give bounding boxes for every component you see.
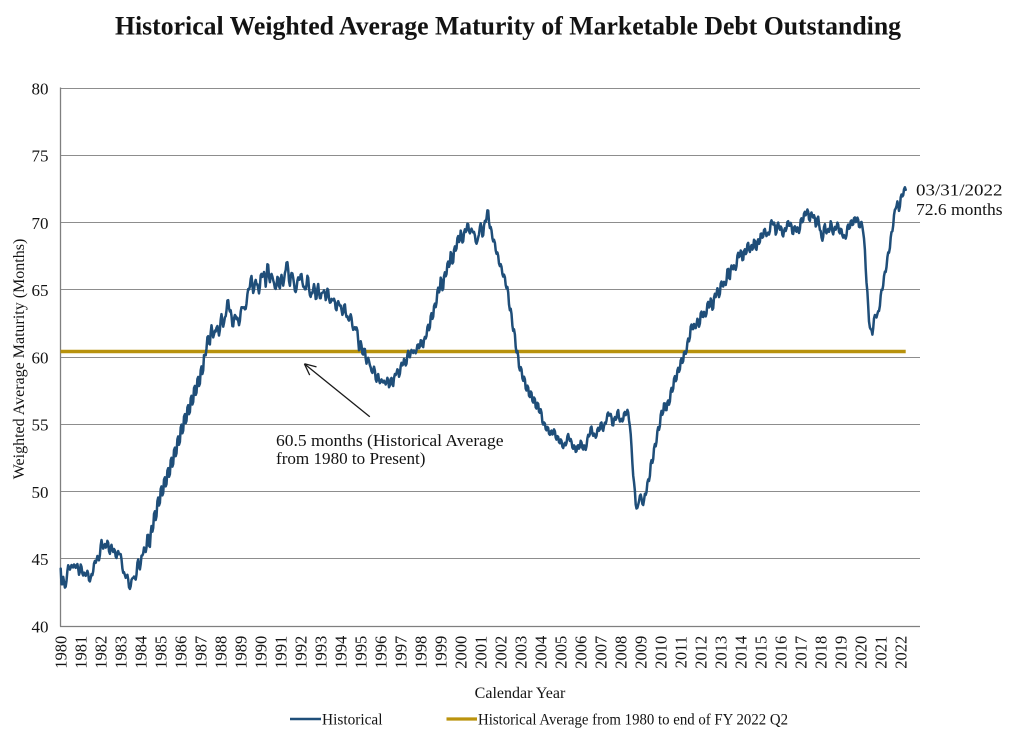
svg-text:2019: 2019: [831, 636, 850, 669]
svg-text:40: 40: [32, 617, 49, 636]
svg-text:2001: 2001: [471, 636, 490, 669]
svg-text:Historical Average from 1980 t: Historical Average from 1980 to end of F…: [478, 712, 788, 729]
svg-text:60.5 months (Historical Averag: 60.5 months (Historical Average: [276, 431, 504, 450]
svg-text:2008: 2008: [611, 636, 630, 669]
svg-text:2017: 2017: [791, 636, 810, 669]
svg-text:1989: 1989: [231, 636, 250, 669]
svg-text:1980: 1980: [51, 636, 70, 669]
svg-text:1999: 1999: [431, 636, 450, 669]
svg-text:2000: 2000: [451, 636, 470, 669]
svg-text:03/31/2022: 03/31/2022: [916, 181, 1003, 200]
svg-text:1994: 1994: [331, 636, 350, 669]
svg-text:1996: 1996: [371, 636, 390, 669]
svg-text:2002: 2002: [491, 636, 510, 669]
svg-text:2016: 2016: [771, 636, 790, 669]
svg-text:1984: 1984: [131, 636, 150, 669]
svg-text:2005: 2005: [551, 636, 570, 669]
svg-text:72.6 months: 72.6 months: [916, 200, 1003, 219]
svg-text:2009: 2009: [631, 636, 650, 669]
svg-text:2014: 2014: [731, 636, 750, 669]
svg-text:1990: 1990: [251, 636, 270, 669]
svg-text:Calendar Year: Calendar Year: [475, 685, 566, 702]
svg-text:65: 65: [32, 281, 49, 300]
svg-text:1998: 1998: [411, 636, 430, 669]
svg-text:Historical Weighted Average Ma: Historical Weighted Average Maturity of …: [115, 12, 901, 41]
svg-text:Historical: Historical: [322, 712, 383, 729]
svg-text:1997: 1997: [391, 636, 410, 669]
svg-text:1982: 1982: [91, 636, 110, 669]
svg-text:2006: 2006: [571, 636, 590, 669]
svg-text:1987: 1987: [191, 636, 210, 669]
svg-text:2020: 2020: [851, 636, 870, 669]
svg-text:1981: 1981: [71, 636, 90, 669]
svg-text:2018: 2018: [811, 636, 830, 669]
svg-text:2013: 2013: [711, 636, 730, 669]
svg-text:2015: 2015: [751, 636, 770, 669]
svg-text:70: 70: [32, 214, 49, 233]
svg-text:1992: 1992: [291, 636, 310, 669]
svg-text:1983: 1983: [111, 636, 130, 669]
svg-text:2010: 2010: [651, 636, 670, 669]
svg-text:1993: 1993: [311, 636, 330, 669]
svg-text:55: 55: [32, 416, 49, 435]
svg-text:80: 80: [32, 79, 49, 98]
svg-text:75: 75: [32, 147, 49, 166]
svg-text:1988: 1988: [211, 636, 230, 669]
svg-text:1995: 1995: [351, 636, 370, 669]
svg-text:2007: 2007: [591, 636, 610, 669]
svg-text:2004: 2004: [531, 636, 550, 669]
svg-text:2011: 2011: [671, 636, 690, 668]
svg-text:1986: 1986: [171, 636, 190, 669]
svg-text:2012: 2012: [691, 636, 710, 669]
svg-text:1991: 1991: [271, 636, 290, 669]
svg-text:Weighted Average Maturity (Mon: Weighted Average Maturity (Months): [11, 239, 28, 480]
svg-text:60: 60: [32, 348, 49, 367]
svg-text:1985: 1985: [151, 636, 170, 669]
svg-text:2003: 2003: [511, 636, 530, 669]
svg-text:45: 45: [32, 550, 49, 569]
svg-text:2022: 2022: [891, 636, 910, 669]
svg-text:from 1980 to Present): from 1980 to Present): [276, 449, 426, 468]
svg-text:2021: 2021: [871, 636, 890, 669]
svg-text:50: 50: [32, 483, 49, 502]
